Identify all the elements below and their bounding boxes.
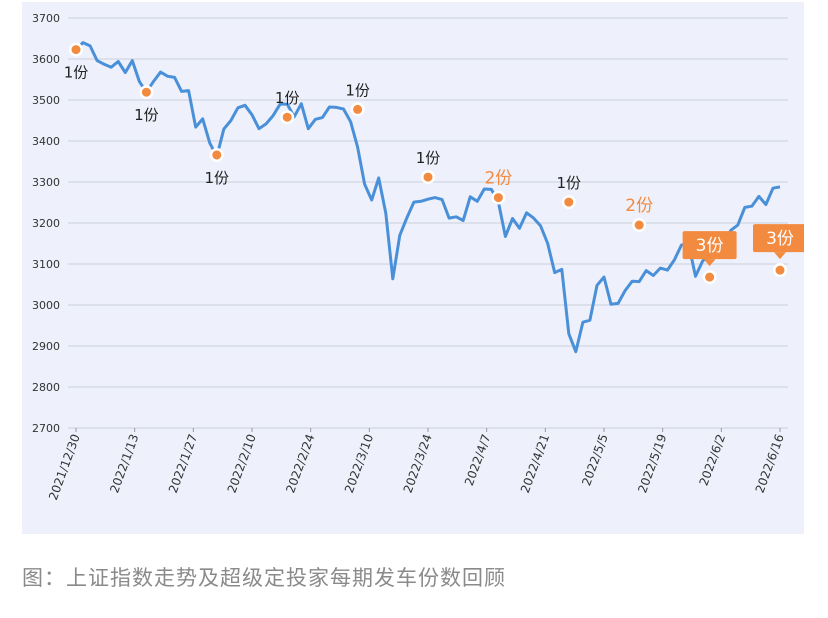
x-tick-label: 2022/3/24 — [401, 432, 435, 495]
label-badge-pointer — [774, 252, 786, 260]
marker-label: 1份 — [557, 174, 582, 192]
y-tick-label: 3000 — [32, 299, 60, 312]
x-tick-label: 2022/6/2 — [697, 432, 729, 487]
marker-dot — [282, 112, 292, 122]
marker-dot — [705, 272, 715, 282]
marker-label: 1份 — [205, 169, 230, 187]
x-tick-label: 2021/12/30 — [46, 432, 83, 502]
x-tick-label: 2022/4/21 — [518, 432, 552, 495]
y-tick-label: 2900 — [32, 340, 60, 353]
marker-label: 1份 — [416, 149, 441, 167]
y-tick-label: 2700 — [32, 422, 60, 435]
x-tick-label: 2022/3/10 — [342, 432, 376, 495]
marker-dot — [564, 197, 574, 207]
marker-label: 1份 — [134, 106, 159, 124]
chart-panel: 2700 2800 2900 3000 3100 3200 3300 3400 3500 3600… — [22, 2, 804, 534]
chart-caption: 图：上证指数走势及超级定投家每期发车份数回顾 — [22, 566, 506, 590]
x-tick-label: 2022/5/19 — [635, 432, 669, 495]
marker-dot — [423, 172, 433, 182]
marker-label: 2份 — [625, 196, 653, 216]
marker-label: 1份 — [64, 64, 89, 82]
series-line — [74, 41, 781, 354]
y-tick-label: 3200 — [32, 217, 60, 230]
y-tick-label: 3700 — [32, 12, 60, 25]
x-tick-label: 2022/6/16 — [753, 432, 787, 495]
marker-label: 2份 — [484, 169, 512, 189]
y-tick-label: 3100 — [32, 258, 60, 271]
marker-dot — [71, 45, 81, 55]
x-tick-label: 2022/5/5 — [579, 432, 611, 487]
y-tick-label: 3500 — [32, 94, 60, 107]
marker-label: 1份 — [275, 89, 300, 107]
y-tick-label: 2800 — [32, 381, 60, 394]
x-tick-label: 2022/1/13 — [107, 432, 141, 495]
label-badge-pointer — [703, 259, 716, 267]
x-tick-label: 2022/2/24 — [283, 432, 317, 495]
label-badge — [682, 231, 737, 260]
marker-dot — [353, 104, 363, 114]
marker-label: 3份 — [696, 236, 724, 256]
marker-dot — [493, 193, 503, 203]
marker-label: 1份 — [345, 81, 370, 99]
x-tick-label: 2022/4/7 — [462, 432, 494, 487]
marker-dot — [212, 150, 222, 160]
marker-dot — [775, 265, 785, 275]
marker-label: 3份 — [766, 229, 794, 249]
y-tick-label: 3400 — [32, 135, 60, 148]
marker-dot — [634, 220, 644, 230]
x-tick-label: 2022/1/27 — [166, 432, 200, 495]
line-chart: 2700 2800 2900 3000 3100 3200 3300 3400 3500 3600… — [32, 12, 804, 502]
y-tick-label: 3600 — [32, 53, 60, 66]
y-tick-label: 3300 — [32, 176, 60, 189]
marker-dot — [141, 87, 151, 97]
label-badge — [753, 224, 804, 253]
x-tick-label: 2022/2/10 — [225, 432, 259, 495]
